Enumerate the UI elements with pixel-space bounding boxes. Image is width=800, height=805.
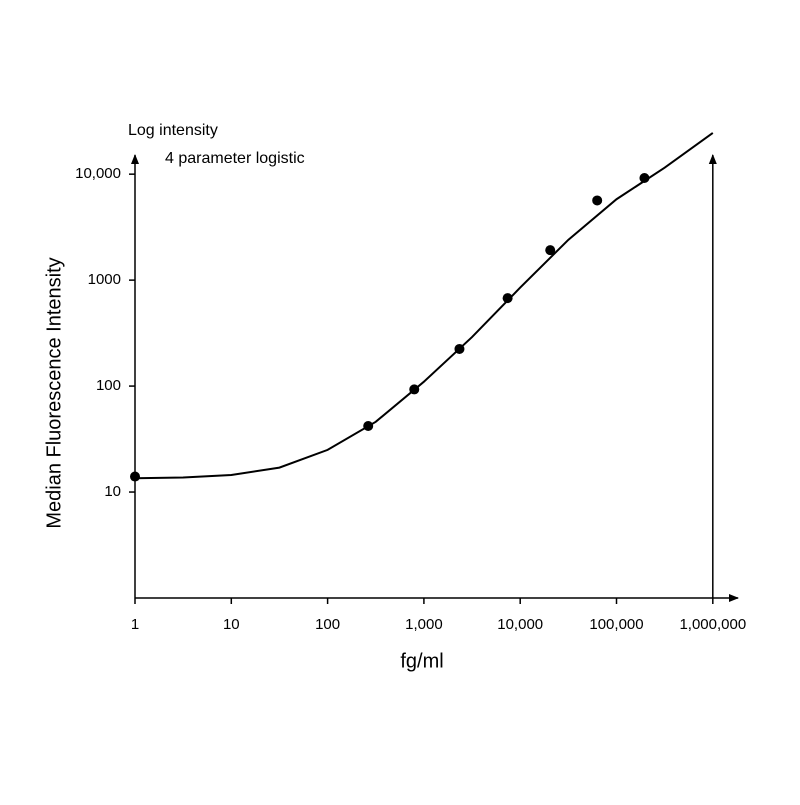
x-tick-label: 100,000	[589, 616, 643, 633]
y-tick-label: 1000	[88, 271, 121, 288]
x-tick-label: 10	[223, 616, 240, 633]
annotation: Log intensity	[128, 122, 218, 139]
y-tick-label: 100	[96, 377, 121, 394]
y-tick-label: 10,000	[75, 165, 121, 182]
data-point	[502, 293, 513, 304]
data-point	[130, 471, 140, 482]
data-point	[592, 195, 603, 206]
y-tick-label: 10	[104, 483, 121, 500]
annotation: 4 parameter logistic	[165, 150, 305, 167]
data-point	[545, 245, 556, 256]
y-axis-title: Median Fluorescence Intensity	[43, 257, 65, 528]
x-axis-title: fg/ml	[400, 650, 443, 672]
x-tick-label: 1	[131, 616, 139, 633]
x-tick-label: 10,000	[497, 616, 543, 633]
x-tick-label: 100	[315, 616, 340, 633]
x-tick-label: 1,000	[405, 616, 443, 633]
fit-curve	[134, 132, 714, 480]
x-tick-label: 1,000,000	[679, 616, 746, 633]
